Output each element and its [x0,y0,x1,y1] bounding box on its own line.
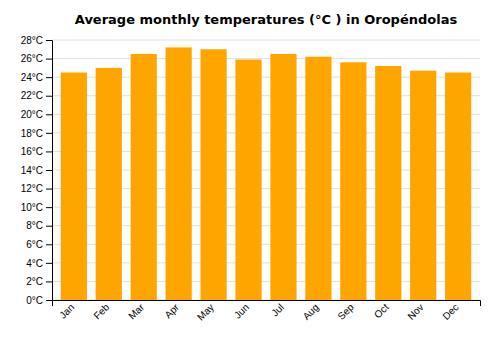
tick-label: 20°C [21,109,43,120]
tick-mark [46,207,52,208]
bar [305,57,331,300]
title: Average monthly temperatures (°C ) in Or… [75,12,458,27]
tick-mark [46,77,52,78]
bar [200,49,226,300]
bar [61,73,87,301]
tick-label: 8°C [26,220,43,231]
bar [410,71,436,300]
tick: 18°C [21,128,52,139]
tick-label: 6°C [26,239,43,250]
chart: 0°C 2°C 4°C 6°C 8°C 10°C 12°C 14°C 16°C 18°C 20°C 2… [0,0,500,350]
x-axis: Jan Feb Mar Apr May Jun Jul Aug Sep Oct Nov Dec [53,301,481,323]
axis-line [46,41,53,301]
tick-label: Jan [57,302,76,321]
bar [445,73,471,301]
tick: 28°C [21,35,52,46]
tick-label: 18°C [21,128,43,139]
tick: 16°C [21,146,52,157]
tick-mark [46,59,52,60]
tick-mark [46,300,52,301]
tick-label: Jun [232,302,251,321]
tick-label: May [195,302,216,323]
tick: Apr [162,301,181,320]
tick-label: 4°C [26,258,43,269]
tick-mark [46,40,52,41]
tick-label: Sep [335,301,356,322]
tick: 6°C [26,239,52,250]
tick-mark [46,96,52,97]
tick-label: 14°C [21,165,43,176]
tick: Feb [91,301,111,321]
tick-label: 16°C [21,146,43,157]
tick-label: Mar [126,301,146,321]
tick: 20°C [21,109,52,120]
bar [96,68,122,300]
tick: 8°C [26,220,52,231]
tick-label: 12°C [21,183,43,194]
tick-label: Feb [91,301,111,321]
tick: 2°C [26,276,52,287]
tick-mark [46,170,52,171]
tick: 26°C [21,53,52,64]
bar [235,60,261,301]
tick: Oct [372,301,391,320]
tick: 12°C [21,183,52,194]
y-axis: 0°C 2°C 4°C 6°C 8°C 10°C 12°C 14°C 16°C 18°C 20°C 2… [21,35,53,306]
tick: 24°C [21,72,52,83]
tick-mark [46,151,52,152]
tick: May [195,302,216,323]
tick: 14°C [21,165,52,176]
tick: Jun [232,302,251,321]
tick-mark [46,263,52,264]
tick-mark [46,133,52,134]
tick-label: 26°C [21,53,43,64]
tick-label: Aug [301,302,321,322]
bars [61,47,472,300]
grid-line [52,58,480,59]
tick: 4°C [26,258,52,269]
tick: 0°C [26,295,52,306]
tick-label: 10°C [21,202,43,213]
tick-label: Apr [162,301,181,320]
tick-mark [46,114,52,115]
tick-label: 0°C [26,295,43,306]
tick: Jan [57,302,76,321]
tick-label: 2°C [26,276,43,287]
tick-label: Nov [405,302,425,322]
tick-label: 28°C [21,35,43,46]
tick-label: 22°C [21,90,43,101]
plot: 0°C 2°C 4°C 6°C 8°C 10°C 12°C 14°C 16°C 18°C 20°C 2… [21,35,481,323]
tick-mark [46,244,52,245]
bar [166,47,192,300]
grid [52,40,480,300]
tick-mark [46,226,52,227]
tick-label: Oct [372,301,391,320]
tick: 10°C [21,202,52,213]
tick: 22°C [21,90,52,101]
tick: Dec [440,302,460,322]
bar [375,66,401,300]
tick: Aug [301,302,321,322]
bar [131,54,157,300]
tick: Jul [269,302,286,319]
tick: Nov [405,302,425,322]
tick-label: Dec [440,302,460,322]
tick-mark [46,281,52,282]
tick: Sep [335,301,356,322]
tick-label: 24°C [21,72,43,83]
tick: Mar [126,301,146,321]
bar [270,54,296,300]
bar [340,62,366,300]
grid-line [52,40,480,41]
tick-label: Jul [269,302,286,319]
tick-mark [46,189,52,190]
